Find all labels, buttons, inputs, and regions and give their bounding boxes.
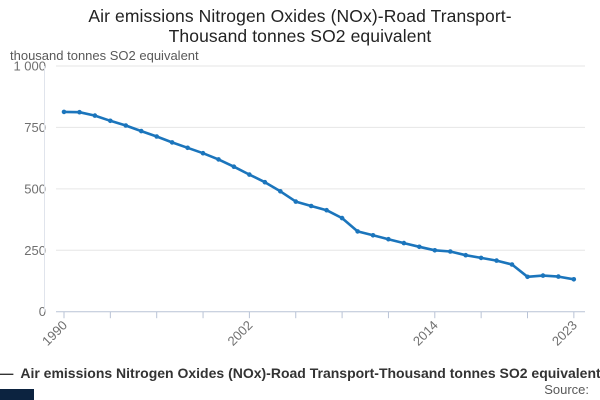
data-point[interactable]	[308, 203, 314, 209]
data-point[interactable]	[386, 236, 391, 242]
data-point[interactable]	[525, 274, 530, 280]
data-point[interactable]	[494, 258, 499, 263]
data-point[interactable]	[401, 240, 407, 246]
data-point[interactable]	[478, 255, 484, 261]
x-tick-label: 1990	[39, 318, 70, 349]
data-point[interactable]	[339, 215, 345, 221]
x-tick-label: 2014	[410, 318, 441, 349]
data-point[interactable]	[417, 244, 422, 250]
data-point[interactable]	[355, 229, 360, 234]
chart-title: Air emissions Nitrogen Oxides (NOx)-Road…	[0, 6, 600, 46]
y-tick-label: 500	[24, 181, 46, 196]
y-tick-label: 750	[24, 120, 46, 135]
data-point[interactable]	[262, 179, 268, 185]
data-point[interactable]	[185, 145, 190, 151]
legend-label: Air emissions Nitrogen Oxides (NOx)-Road…	[20, 364, 600, 381]
data-point[interactable]	[61, 109, 67, 115]
data-point[interactable]	[123, 123, 129, 128]
legend-line-marker: —	[0, 364, 14, 381]
y-axis-unit-label: thousand tonnes SO2 equivalent	[10, 48, 199, 63]
data-line[interactable]	[62, 110, 576, 281]
data-point[interactable]	[139, 128, 144, 134]
data-point[interactable]	[216, 157, 221, 162]
data-point[interactable]	[77, 109, 82, 115]
logo-fragment	[0, 389, 34, 400]
data-point[interactable]	[324, 207, 329, 213]
legend[interactable]: — Air emissions Nitrogen Oxides (NOx)-Ro…	[0, 363, 600, 382]
data-point[interactable]	[247, 172, 252, 177]
data-point[interactable]	[448, 249, 453, 254]
data-point[interactable]	[540, 273, 546, 278]
chart-title-line1: Air emissions Nitrogen Oxides (NOx)-Road…	[88, 6, 512, 26]
data-point[interactable]	[509, 262, 515, 267]
data-point[interactable]	[432, 248, 438, 253]
data-point[interactable]	[108, 118, 113, 124]
data-point[interactable]	[278, 189, 283, 194]
y-tick-label: 0	[39, 304, 46, 319]
x-tick-label: 2002	[224, 318, 255, 349]
y-tick-label: 250	[24, 243, 46, 258]
data-point[interactable]	[556, 274, 561, 279]
chart-title-line2: Thousand tonnes SO2 equivalent	[168, 26, 432, 46]
source-label: Source:	[544, 382, 589, 397]
data-point[interactable]	[92, 113, 98, 118]
y-tick-label: 1 000	[13, 59, 46, 74]
data-point[interactable]	[293, 199, 299, 204]
data-point[interactable]	[200, 150, 206, 156]
data-point[interactable]	[154, 134, 159, 139]
data-point[interactable]	[231, 164, 237, 169]
data-point[interactable]	[571, 277, 577, 282]
data-point[interactable]	[169, 140, 175, 145]
x-tick-label: 2023	[549, 318, 580, 349]
data-point[interactable]	[463, 252, 469, 258]
data-point[interactable]	[370, 233, 376, 238]
